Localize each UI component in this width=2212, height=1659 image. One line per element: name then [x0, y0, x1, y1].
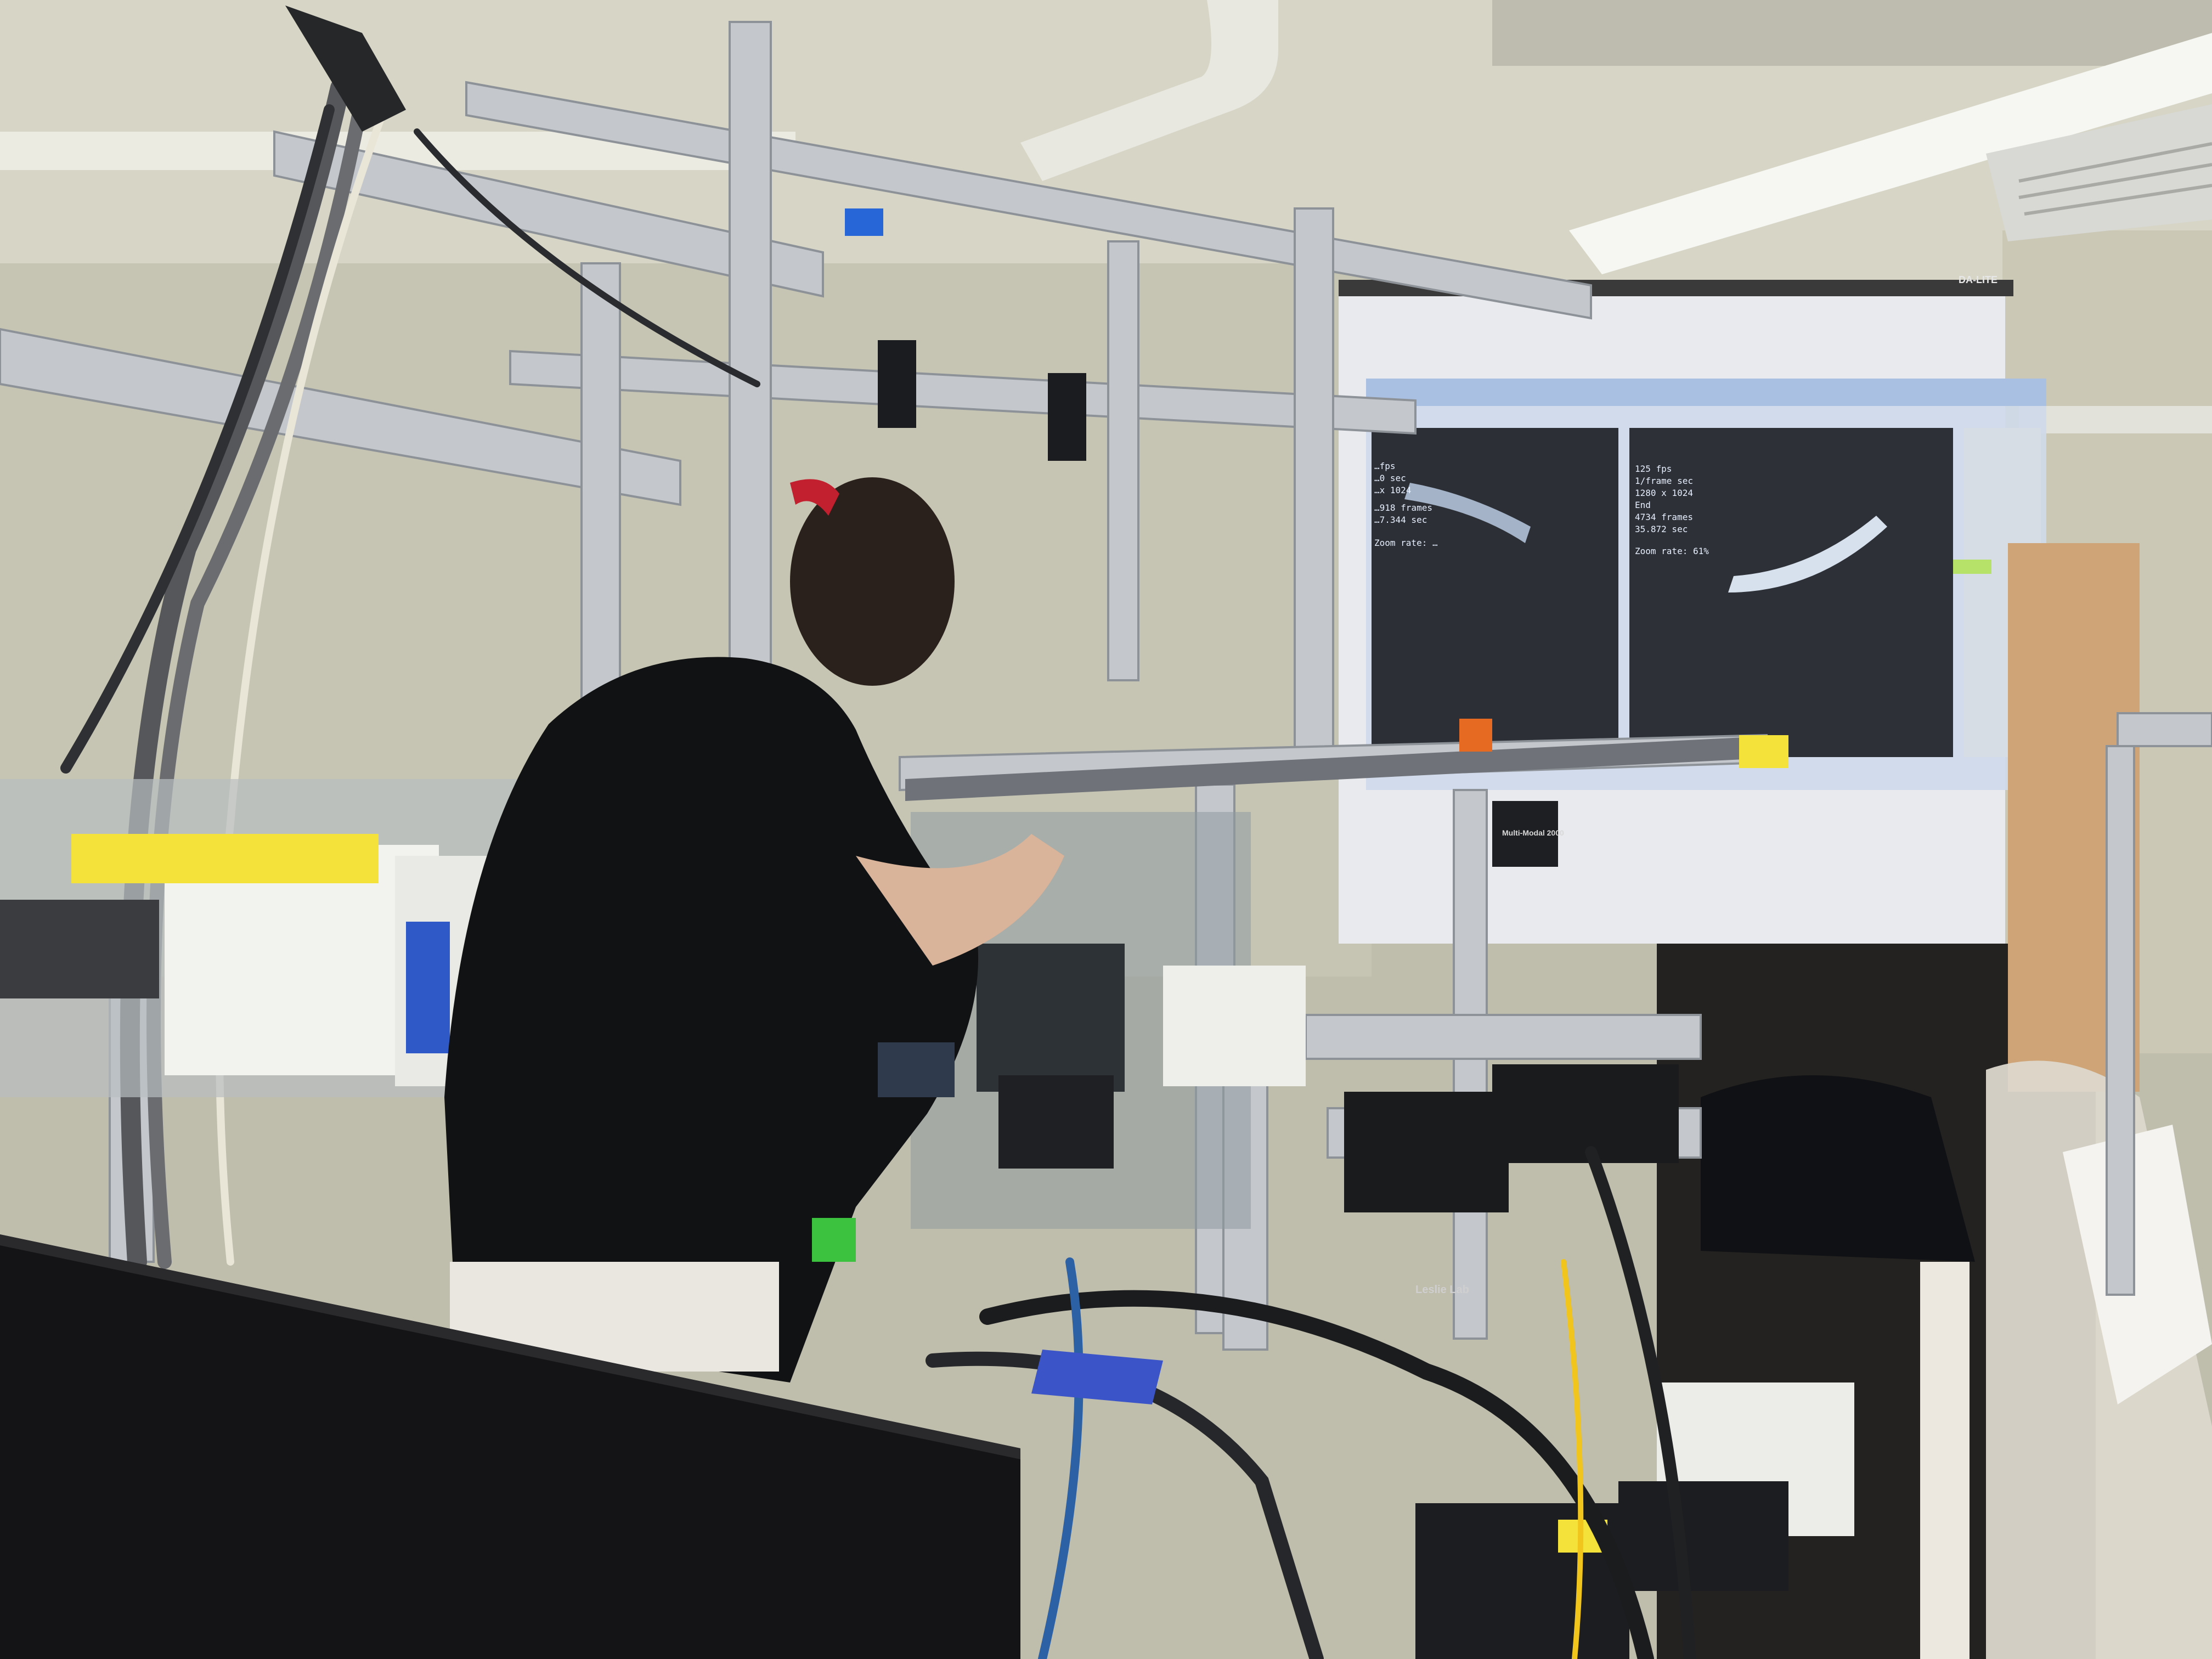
- power-supply: [0, 900, 159, 998]
- motor-left: [878, 340, 916, 428]
- table-label: Leslie Lab: [1415, 1284, 1469, 1296]
- black-cloth: [1701, 1075, 1975, 1262]
- orange-tape: [1459, 719, 1492, 752]
- status-right-line: Zoom rate: 61%: [1635, 546, 1709, 556]
- status-left-line: …7.344 sec: [1374, 515, 1427, 525]
- projected-specimen-left: [1404, 483, 1531, 543]
- status-left-line: Zoom rate: …: [1374, 538, 1438, 548]
- projected-video-right: [1629, 428, 1953, 757]
- status-right-line: End: [1635, 500, 1651, 510]
- ceiling-beam: [1492, 0, 2212, 66]
- status-right-line: 125 fps: [1635, 464, 1672, 474]
- foreground-monitor: [0, 1234, 1020, 1659]
- projected-toolbar: [1366, 379, 2046, 406]
- status-right-line: 1280 x 1024: [1635, 488, 1693, 498]
- status-right-line: 1/frame sec: [1635, 476, 1693, 486]
- person-black-shirt: [444, 657, 979, 1383]
- handle-bar: [905, 735, 1788, 801]
- monitor-edge: [0, 1234, 1020, 1459]
- tank-dark-panel: [977, 944, 1125, 1092]
- screen-brand-label: DA-LITE: [1959, 274, 1997, 285]
- person-hair: [790, 477, 955, 686]
- motor-right: [1048, 373, 1086, 461]
- air-vent: [1986, 104, 2212, 241]
- clamp-top: [285, 5, 406, 132]
- white-container: [1163, 966, 1306, 1086]
- hair-clip: [790, 479, 839, 516]
- status-left-line: …0 sec: [1374, 473, 1406, 483]
- wall-pipe: [2019, 406, 2212, 433]
- camera-box-label: Multi-Modal 2000: [1502, 828, 1564, 837]
- green-block: [812, 1218, 856, 1262]
- camera-controller: [998, 1075, 1114, 1169]
- laser-unit-right: [1492, 1064, 1679, 1163]
- yellow-tape-left: [71, 834, 379, 883]
- status-right-line: 4734 frames: [1635, 512, 1693, 522]
- fluorescent-light: [1569, 33, 2212, 274]
- projected-green-button: [1953, 560, 1991, 574]
- status-right-line: 35.872 sec: [1635, 524, 1688, 534]
- blue-connector: [845, 208, 883, 236]
- white-cart-frame: [1920, 1262, 1970, 1659]
- projected-video-left: [1372, 428, 1618, 757]
- camera-box: [1492, 801, 1558, 867]
- blue-clamp: [406, 922, 450, 1053]
- air-vent-slats: [2018, 142, 2212, 216]
- blue-clamp-bottom: [1031, 1350, 1163, 1404]
- status-left-line: …918 frames: [1374, 503, 1432, 513]
- laser-unit-left: [1344, 1092, 1509, 1212]
- laser-unit-bottom-right: [1618, 1481, 1788, 1591]
- status-left-line: …fps: [1374, 461, 1396, 471]
- camera-display: [878, 1042, 955, 1097]
- yellow-tape-bar: [1739, 735, 1788, 768]
- ceiling-duct-pipe: [1020, 0, 1278, 181]
- projected-specimen-right: [1728, 516, 1887, 592]
- white-fabric: [2063, 1125, 2212, 1404]
- status-left-line: …x 1024: [1374, 485, 1412, 495]
- person-arm: [856, 834, 1064, 966]
